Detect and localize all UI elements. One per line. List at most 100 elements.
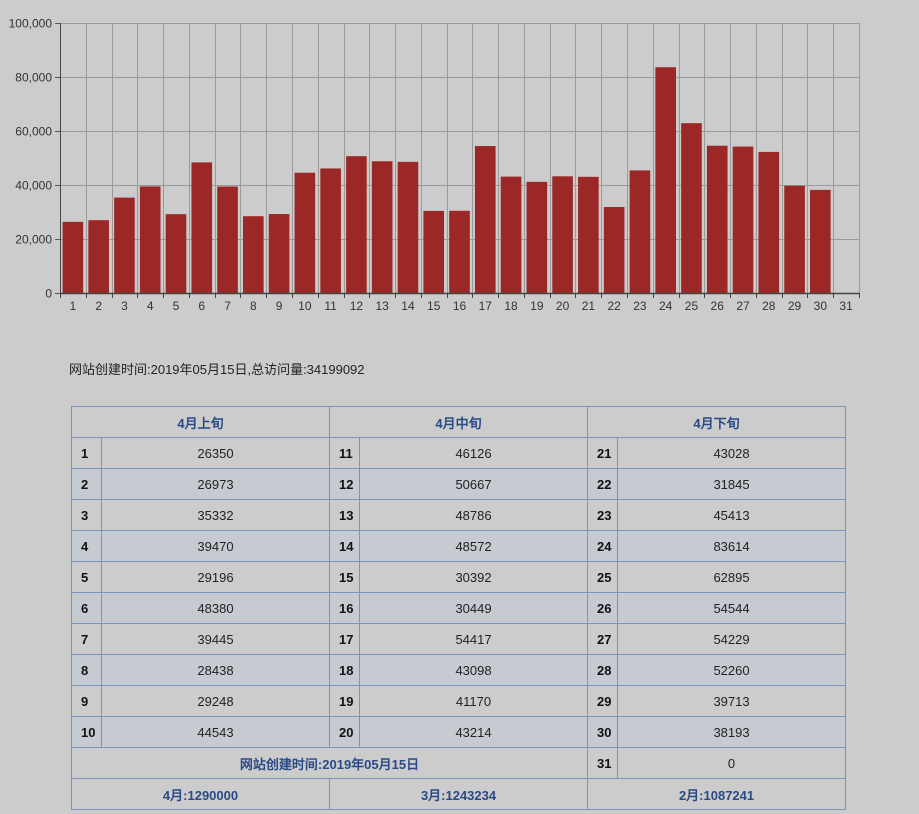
day-cell: 19 (329, 685, 361, 717)
x-tick-label: 19 (530, 299, 544, 313)
site-info-text: 网站创建时间:2019年05月15日,总访问量:34199092 (69, 362, 365, 377)
x-tick-label: 11 (324, 299, 337, 313)
value-cell: 26350 (100, 437, 331, 469)
bar-day-19 (526, 181, 548, 293)
x-tick-label: 25 (685, 299, 699, 313)
y-tick-label: 100,000 (9, 17, 53, 31)
x-tick-label: 13 (375, 299, 389, 313)
x-tick-label: 24 (659, 299, 673, 313)
x-tick-label: 9 (276, 299, 283, 313)
day-cell: 21 (587, 437, 619, 469)
bar-day-6 (191, 162, 213, 293)
day-cell: 14 (329, 530, 361, 562)
x-tick-label: 12 (350, 299, 364, 313)
table-body: 1 26350 11 46126 21 43028 2 26973 12 50667 22 31845… (71, 437, 847, 748)
table-row: 8 28438 18 43098 28 52260 (71, 654, 847, 686)
day-cell: 24 (587, 530, 619, 562)
table-row: 7 39445 17 54417 27 54229 (71, 623, 847, 655)
bar-day-26 (706, 145, 728, 293)
bar-day-14 (397, 161, 419, 293)
bar-day-17 (474, 146, 496, 293)
header-mid-april: 4月中旬 (329, 406, 589, 438)
x-tick-label: 29 (788, 299, 802, 313)
value-cell: 26973 (100, 468, 331, 500)
value-cell: 44543 (100, 716, 331, 748)
bar-day-30 (810, 189, 831, 293)
day-cell: 4 (71, 530, 102, 562)
day-cell: 15 (329, 561, 361, 593)
value-cell: 35332 (100, 499, 331, 531)
day-cell: 12 (329, 468, 361, 500)
day-cell: 17 (329, 623, 361, 655)
x-tick-label: 3 (121, 299, 128, 313)
value-cell: 45413 (617, 499, 847, 531)
value-cell: 31845 (617, 468, 847, 500)
day-cell: 1 (71, 437, 102, 469)
bar-day-27 (732, 146, 754, 293)
bar-day-9 (268, 214, 290, 293)
value-cell: 54544 (617, 592, 847, 624)
bar-day-2 (88, 220, 109, 293)
day-cell: 5 (71, 561, 102, 593)
bar-day-4 (139, 186, 161, 293)
day-cell: 30 (587, 716, 619, 748)
x-tick-label: 30 (814, 299, 828, 313)
table-row: 9 29248 19 41170 29 39713 (71, 685, 847, 717)
day-cell: 13 (329, 499, 361, 531)
bar-day-23 (629, 170, 651, 293)
x-tick-label: 15 (427, 299, 441, 313)
february-total: 2月:1087241 (587, 778, 847, 810)
bar-day-11 (320, 168, 341, 293)
bar-day-22 (603, 207, 625, 293)
x-tick-label: 10 (298, 299, 312, 313)
day-cell: 2 (71, 468, 102, 500)
bar-day-7 (217, 186, 238, 293)
day-cell: 29 (587, 685, 619, 717)
day-cell: 8 (71, 654, 102, 686)
value-cell: 83614 (617, 530, 847, 562)
day-cell: 9 (71, 685, 102, 717)
x-tick-label: 1 (70, 299, 77, 313)
value-cell: 39470 (100, 530, 331, 562)
bar-day-3 (114, 197, 135, 293)
x-tick-label: 22 (607, 299, 621, 313)
day-cell: 7 (71, 623, 102, 655)
april-total: 4月:1290000 (70, 778, 331, 810)
table-header-row: 4月上旬 4月中旬 4月下旬 (70, 406, 847, 438)
y-tick-label: 40,000 (15, 179, 52, 193)
bar-day-28 (758, 151, 780, 293)
x-tick-label: 14 (401, 299, 415, 313)
x-tick-label: 18 (504, 299, 518, 313)
value-cell: 39445 (100, 623, 331, 655)
value-cell: 28438 (100, 654, 331, 686)
header-early-april: 4月上旬 (70, 406, 331, 438)
bar-day-18 (500, 176, 522, 293)
day-cell: 22 (587, 468, 619, 500)
value-cell: 62895 (617, 561, 847, 593)
value-cell: 41170 (359, 685, 589, 717)
bar-day-8 (242, 216, 264, 293)
x-tick-label: 26 (711, 299, 725, 313)
table-row: 5 29196 15 30392 25 62895 (71, 561, 847, 593)
table-row: 2 26973 12 50667 22 31845 (71, 468, 847, 500)
value-cell: 43098 (359, 654, 589, 686)
bar-day-5 (165, 214, 187, 293)
value-cell: 50667 (359, 468, 589, 500)
table-row: 3 35332 13 48786 23 45413 (71, 499, 847, 531)
bar-day-13 (371, 161, 393, 293)
bar-day-25 (681, 123, 702, 293)
bar-day-21 (578, 176, 599, 293)
day-cell: 31 (587, 747, 619, 779)
value-cell: 30449 (359, 592, 589, 624)
daily-visits-table: 4月上旬 4月中旬 4月下旬 1 26350 11 46126 21 43028 2 2697… (70, 406, 847, 810)
value-cell: 46126 (359, 437, 589, 469)
x-tick-label: 20 (556, 299, 570, 313)
x-tick-label: 7 (224, 299, 231, 313)
day-cell: 6 (71, 592, 102, 624)
value-cell: 38193 (617, 716, 847, 748)
bar-day-12 (346, 156, 367, 293)
value-cell: 48572 (359, 530, 589, 562)
x-tick-label: 4 (147, 299, 154, 313)
value-cell: 30392 (359, 561, 589, 593)
